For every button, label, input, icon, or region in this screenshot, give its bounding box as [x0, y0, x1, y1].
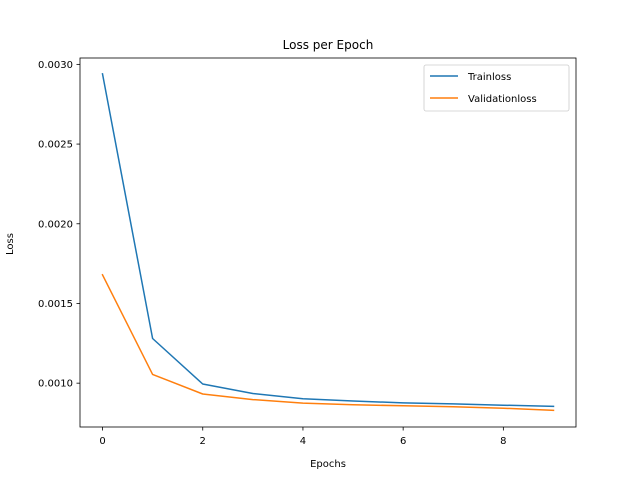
plot-frame	[79, 57, 577, 428]
x-tick-label: 4	[300, 436, 306, 447]
series-line-1	[101, 273, 555, 412]
y-tick-label: 0.0020	[38, 219, 73, 230]
legend: Trainloss Validationloss	[423, 64, 570, 112]
y-axis: 0.0010 0.0015 0.0020 0.0025 0.0030	[38, 60, 80, 390]
y-tick-label: 0.0015	[38, 299, 73, 310]
plot-area	[101, 73, 555, 412]
legend-label: Trainloss	[467, 72, 511, 83]
y-tick-label: 0.0010	[38, 379, 73, 390]
legend-label: Validationloss	[468, 94, 537, 105]
x-axis-title: Epochs	[310, 459, 346, 470]
x-tick-label: 2	[200, 436, 206, 447]
chart-title: Loss per Epoch	[283, 38, 374, 52]
x-tick-label: 6	[400, 436, 406, 447]
x-tick-label: 0	[99, 436, 105, 447]
x-axis: 0 2 4 6 8	[99, 427, 507, 447]
series-line-0	[101, 73, 555, 408]
y-tick-label: 0.0025	[38, 140, 73, 151]
x-tick-label: 8	[500, 436, 506, 447]
legend-box	[423, 64, 570, 112]
y-tick-label: 0.0030	[38, 60, 73, 71]
y-axis-title: Loss	[5, 233, 16, 255]
